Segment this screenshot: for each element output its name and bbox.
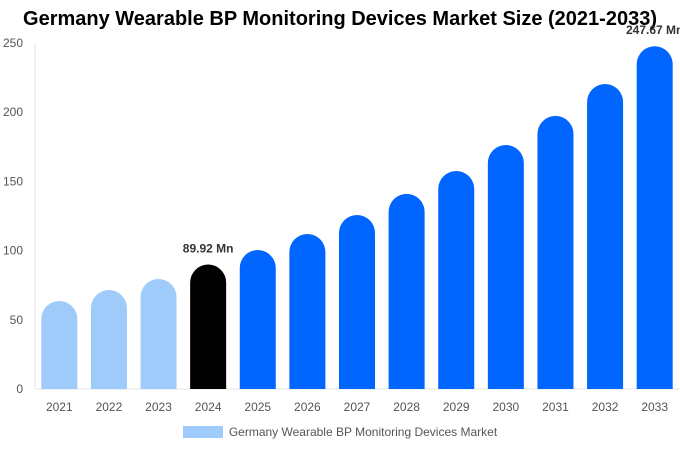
x-tick-label: 2022 — [96, 400, 123, 414]
bar-2030 — [487, 145, 524, 389]
x-tick-label: 2033 — [641, 400, 668, 414]
x-tick-label: 2028 — [393, 400, 420, 414]
bar-2021 — [41, 300, 78, 389]
x-tick-label: 2030 — [492, 400, 519, 414]
x-tick-label: 2026 — [294, 400, 321, 414]
x-tick-label: 2021 — [46, 400, 73, 414]
y-tick-label: 0 — [16, 382, 23, 396]
x-tick-label: 2024 — [195, 400, 222, 414]
bar-2028 — [388, 193, 425, 389]
x-tick-label: 2031 — [542, 400, 569, 414]
x-tick-label: 2029 — [443, 400, 470, 414]
bar-2023 — [140, 278, 177, 389]
y-tick-label: 100 — [3, 244, 23, 258]
y-tick-label: 150 — [3, 174, 23, 188]
bar-2032 — [587, 83, 624, 389]
bar-2031 — [537, 115, 574, 389]
y-tick-label: 50 — [10, 313, 24, 327]
bar-2022 — [90, 290, 127, 389]
x-tick-label: 2023 — [145, 400, 172, 414]
bar-2026 — [289, 233, 326, 389]
legend: Germany Wearable BP Monitoring Devices M… — [0, 425, 680, 439]
x-tick-label: 2027 — [344, 400, 371, 414]
data-label: 247.67 Mn — [626, 23, 680, 37]
bar-2025 — [239, 250, 276, 389]
x-tick-label: 2032 — [592, 400, 619, 414]
y-tick-label: 250 — [3, 36, 23, 50]
legend-swatch — [182, 426, 223, 438]
x-tick-label: 2025 — [244, 400, 271, 414]
data-label: 89.92 Mn — [183, 242, 234, 256]
bar-2027 — [339, 215, 375, 389]
y-tick-label: 200 — [3, 105, 23, 119]
bar-2024 — [190, 264, 227, 389]
legend-label: Germany Wearable BP Monitoring Devices M… — [228, 425, 498, 439]
bar-2033 — [636, 46, 673, 389]
chart-title: Germany Wearable BP Monitoring Devices M… — [23, 8, 657, 30]
bar-2029 — [438, 171, 475, 389]
